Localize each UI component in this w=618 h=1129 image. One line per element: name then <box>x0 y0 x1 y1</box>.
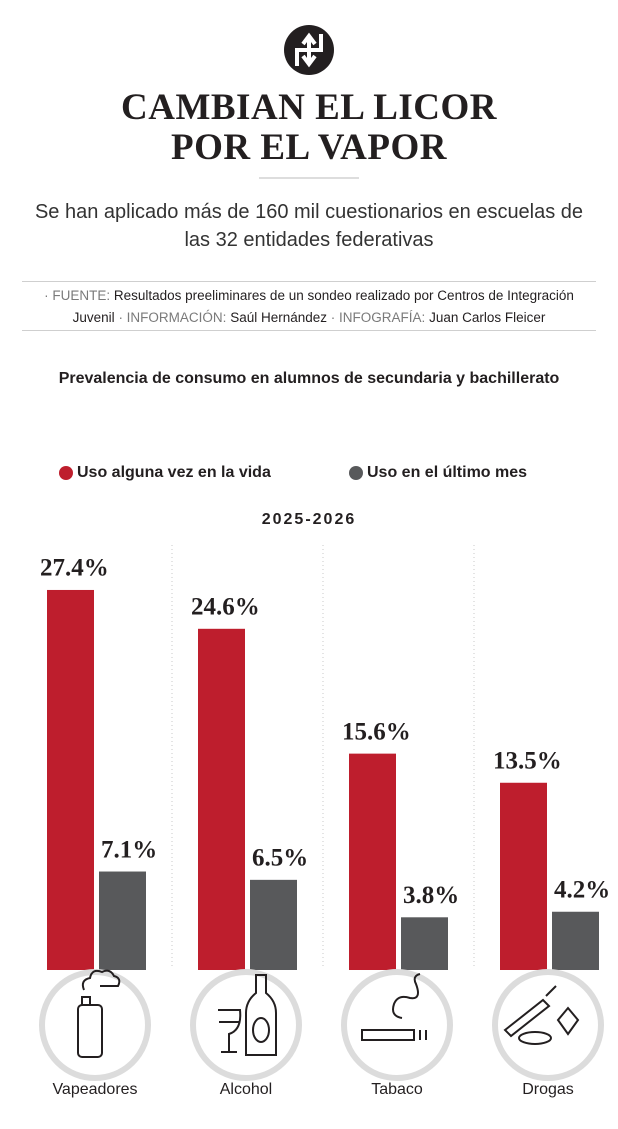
rule <box>22 330 596 331</box>
bar <box>250 879 297 970</box>
bar <box>401 917 448 970</box>
chart-title: Prevalencia de consumo en alumnos de sec… <box>58 370 560 387</box>
value-label: 13.5% <box>493 747 562 774</box>
credit-text: Juan Carlos Fleicer <box>429 310 546 325</box>
credit-label: · INFORMACIÓN: <box>118 310 227 325</box>
legend-label: Uso en el último mes <box>367 464 527 481</box>
legend-swatch <box>59 466 73 480</box>
bar <box>552 911 599 970</box>
value-label: 6.5% <box>252 845 308 872</box>
icons <box>39 969 604 1081</box>
bar <box>47 589 94 970</box>
bar <box>500 782 547 970</box>
credit-text: Resultados preeliminares de un sondeo re… <box>72 288 574 325</box>
title: CAMBIAN EL LICOR POR EL VAPOR <box>0 88 618 168</box>
value-label: 7.1% <box>101 836 157 863</box>
logo <box>284 25 334 75</box>
credit-label: · FUENTE: <box>44 288 111 303</box>
value-label: 15.6% <box>342 718 411 745</box>
credits: · FUENTE: Resultados preeliminares de un… <box>22 285 596 329</box>
category-label: Tabaco <box>371 1081 423 1098</box>
period: 2025-2026 <box>262 511 357 528</box>
category-label: Vapeadores <box>52 1081 137 1098</box>
value-label: 27.4% <box>40 555 109 582</box>
legend-swatch <box>349 466 363 480</box>
title-line: CAMBIAN EL LICOR <box>121 87 497 128</box>
value-label: 3.8% <box>403 882 459 909</box>
bar <box>198 628 245 970</box>
value-label: 24.6% <box>191 594 260 621</box>
bar <box>99 871 146 970</box>
value-label: 4.2% <box>554 876 610 903</box>
category-label: Drogas <box>522 1081 574 1098</box>
rule <box>22 281 596 282</box>
category-label: Alcohol <box>220 1081 272 1098</box>
subtitle: Se han aplicado más de 160 mil cuestiona… <box>34 201 584 251</box>
bar <box>349 753 396 970</box>
credit-label: · INFOGRAFÍA: <box>330 310 426 325</box>
credit-text: Saúl Hernández <box>230 310 328 325</box>
legend-label: Uso alguna vez en la vida <box>77 464 271 481</box>
title-line: POR EL VAPOR <box>170 127 448 168</box>
